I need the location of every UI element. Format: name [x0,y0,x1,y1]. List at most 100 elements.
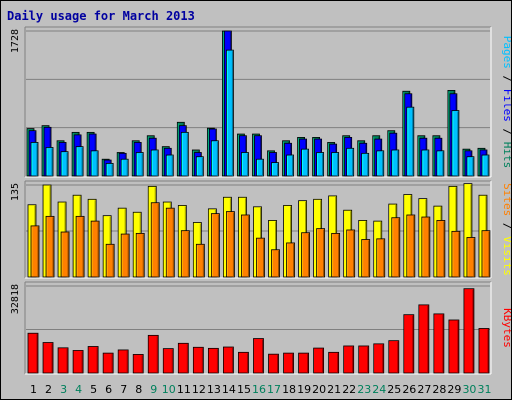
panel-bottom: 32818 KBytes [10,281,511,375]
bar-pages-day-14 [226,49,234,177]
bar-pages-day-31 [481,154,490,177]
bar-pages-day-15 [241,152,249,177]
legend-part-2: Visits [501,236,511,276]
legend-part-0: Pages [501,36,511,69]
bar-pages-day-20 [316,152,325,177]
bar-pages-day-22 [346,147,355,177]
bar-pages-day-26 [406,106,415,177]
x-tick-day-21: 21 [327,383,341,396]
bar-sites-day-9 [150,202,160,278]
bar-kbytes-day-14 [223,346,234,374]
bar-kbytes-day-1 [27,332,39,374]
x-tick-day-5: 5 [90,383,97,396]
bar-kbytes-day-16 [253,338,264,374]
bar-pages-day-30 [466,156,475,177]
bar-sites-day-23 [361,239,371,278]
bar-sites-day-29 [451,230,461,278]
bar-kbytes-day-18 [283,352,294,374]
x-tick-day-14: 14 [222,383,236,396]
x-tick-day-4: 4 [75,383,82,396]
x-tick-day-16: 16 [252,383,266,396]
bar-pages-day-17 [271,162,279,177]
bar-kbytes-day-4 [72,350,84,374]
bar-sites-day-4 [75,215,85,278]
bar-kbytes-day-17 [268,353,279,374]
bar-kbytes-day-8 [132,354,144,374]
bar-kbytes-day-23 [358,345,370,374]
x-tick-day-2: 2 [45,383,52,396]
bar-kbytes-day-5 [87,346,99,374]
bar-sites-day-28 [436,220,446,278]
x-tick-day-27: 27 [417,383,431,396]
bar-pages-day-16 [256,158,264,177]
x-tick-day-24: 24 [372,383,386,396]
x-tick-day-1: 1 [30,383,37,396]
x-tick-day-31: 31 [477,383,491,396]
bar-sites-day-26 [406,214,416,278]
bar-kbytes-day-24 [373,343,385,374]
bar-sites-day-15 [241,214,250,278]
legend-part-4: Hits [501,142,511,169]
bar-kbytes-day-3 [57,347,69,374]
legend-part-0: Sites [501,183,511,216]
bar-sites-day-14 [226,211,235,278]
bar-sites-day-27 [421,216,431,278]
bar-kbytes-day-29 [448,319,460,374]
bar-kbytes-day-7 [117,349,129,374]
bar-kbytes-day-25 [388,340,400,374]
legend-part-1: / [501,69,511,89]
bar-kbytes-day-6 [102,352,114,374]
bar-sites-day-13 [210,213,220,278]
bar-pages-day-27 [421,149,430,177]
y-max-label: 135 [10,183,21,201]
bar-sites-day-5 [90,220,100,278]
bar-sites-day-17 [271,249,280,278]
legend-part-0: KBytes [501,308,511,348]
x-tick-day-13: 13 [207,383,221,396]
bar-pages-day-25 [391,149,400,177]
bar-kbytes-day-13 [207,347,219,374]
x-tick-day-23: 23 [357,383,371,396]
bar-sites-day-21 [331,232,341,278]
x-tick-day-17: 17 [267,383,281,396]
bar-pages-day-1 [30,142,39,177]
series-legend-label: Pages / Files / Hits [501,36,511,169]
bar-pages-day-24 [376,150,385,177]
bar-sites-day-30 [466,237,476,278]
x-tick-day-28: 28 [432,383,446,396]
series-legend-label: KBytes [501,308,511,348]
x-tick-day-30: 30 [462,383,476,396]
bar-pages-day-10 [165,154,174,177]
bar-kbytes-day-15 [238,351,249,374]
bar-sites-day-31 [481,230,491,278]
x-tick-day-19: 19 [297,383,311,396]
legend-part-2: Files [501,89,511,122]
bar-sites-day-19 [301,232,310,278]
bar-pages-day-6 [105,163,114,177]
bar-sites-day-1 [30,225,40,278]
x-tick-day-15: 15 [237,383,251,396]
x-tick-day-25: 25 [387,383,401,396]
bar-pages-day-21 [331,152,340,177]
panel-middle: 135 Sites / Visits [10,180,511,279]
bar-kbytes-day-22 [343,345,355,374]
bar-kbytes-day-11 [177,342,189,374]
legend-part-3: / [501,122,511,142]
x-tick-day-12: 12 [192,383,206,396]
x-tick-day-29: 29 [447,383,461,396]
bar-kbytes-day-2 [42,342,54,374]
bar-sites-day-20 [316,228,326,278]
x-tick-day-20: 20 [312,383,326,396]
bar-sites-day-2 [45,215,55,278]
series-legend-label: Sites / Visits [501,183,511,276]
bar-kbytes-day-26 [403,314,415,374]
bar-sites-day-3 [60,231,70,278]
bar-pages-day-3 [60,151,69,177]
bar-sites-day-22 [346,229,356,278]
bar-pages-day-9 [150,149,159,177]
bar-kbytes-day-9 [147,334,159,374]
bar-sites-day-11 [180,230,190,278]
bar-pages-day-18 [286,154,294,177]
x-tick-day-11: 11 [177,383,191,396]
bar-sites-day-12 [195,243,205,278]
